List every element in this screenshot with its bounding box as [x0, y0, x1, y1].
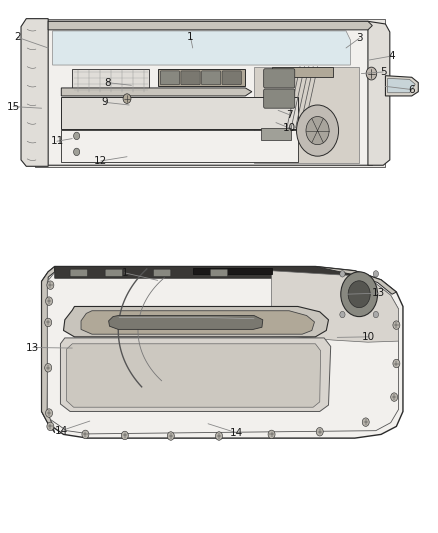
FancyBboxPatch shape: [201, 71, 221, 85]
Circle shape: [74, 132, 80, 140]
Polygon shape: [261, 128, 291, 140]
FancyBboxPatch shape: [210, 269, 228, 277]
Circle shape: [362, 418, 369, 426]
Circle shape: [46, 409, 53, 417]
Polygon shape: [368, 21, 390, 165]
FancyBboxPatch shape: [105, 269, 123, 277]
Polygon shape: [272, 67, 333, 77]
Text: 6: 6: [408, 85, 415, 94]
Text: 9: 9: [102, 98, 109, 107]
Circle shape: [82, 430, 89, 439]
Circle shape: [46, 297, 53, 305]
Polygon shape: [109, 316, 263, 329]
Polygon shape: [21, 19, 48, 166]
FancyBboxPatch shape: [181, 71, 200, 85]
FancyBboxPatch shape: [222, 71, 241, 85]
Circle shape: [373, 311, 378, 318]
Polygon shape: [53, 31, 350, 65]
Polygon shape: [61, 88, 252, 96]
Text: 15: 15: [7, 102, 20, 111]
Text: 8: 8: [104, 78, 111, 87]
FancyBboxPatch shape: [160, 71, 180, 85]
Text: 12: 12: [94, 156, 107, 166]
Polygon shape: [48, 21, 372, 30]
Text: 2: 2: [14, 33, 21, 42]
Circle shape: [348, 281, 370, 308]
Circle shape: [123, 94, 131, 103]
Polygon shape: [193, 268, 272, 274]
Circle shape: [268, 430, 275, 439]
Text: 14: 14: [230, 428, 243, 438]
Text: 10: 10: [283, 123, 296, 133]
Polygon shape: [55, 266, 353, 278]
Polygon shape: [35, 19, 385, 167]
Circle shape: [215, 432, 223, 440]
Text: 4: 4: [389, 51, 396, 61]
Polygon shape: [72, 69, 149, 93]
Circle shape: [316, 427, 323, 436]
Circle shape: [45, 318, 52, 327]
Polygon shape: [254, 67, 359, 163]
Polygon shape: [61, 97, 298, 129]
Circle shape: [393, 321, 400, 329]
Text: 3: 3: [356, 34, 363, 43]
Polygon shape: [388, 78, 415, 93]
Text: 13: 13: [26, 343, 39, 352]
Circle shape: [167, 432, 174, 440]
Circle shape: [340, 271, 345, 277]
FancyBboxPatch shape: [153, 269, 171, 277]
Polygon shape: [42, 266, 403, 438]
Circle shape: [340, 311, 345, 318]
Text: 1: 1: [121, 268, 128, 278]
Text: 11: 11: [50, 136, 64, 146]
Polygon shape: [61, 130, 298, 162]
Text: 10: 10: [361, 332, 374, 342]
Text: 14: 14: [55, 426, 68, 435]
Circle shape: [74, 148, 80, 156]
Text: 5: 5: [380, 67, 387, 77]
Polygon shape: [272, 271, 399, 342]
Polygon shape: [60, 338, 331, 411]
Circle shape: [341, 272, 378, 317]
Polygon shape: [158, 69, 245, 86]
Circle shape: [366, 67, 377, 80]
Polygon shape: [55, 266, 396, 294]
FancyBboxPatch shape: [264, 69, 295, 88]
Polygon shape: [385, 76, 418, 96]
Polygon shape: [64, 306, 328, 337]
Circle shape: [306, 117, 329, 144]
FancyBboxPatch shape: [70, 269, 88, 277]
FancyBboxPatch shape: [264, 89, 295, 108]
Circle shape: [297, 105, 339, 156]
Circle shape: [47, 281, 54, 289]
Text: 13: 13: [372, 288, 385, 298]
Polygon shape: [67, 344, 321, 407]
Text: 1: 1: [187, 33, 194, 42]
Polygon shape: [47, 271, 399, 434]
Circle shape: [393, 359, 400, 368]
Circle shape: [373, 271, 378, 277]
Text: 7: 7: [286, 110, 293, 119]
Polygon shape: [42, 266, 55, 433]
Circle shape: [47, 422, 54, 431]
Circle shape: [121, 431, 128, 440]
Circle shape: [391, 393, 398, 401]
Polygon shape: [37, 21, 377, 165]
Polygon shape: [81, 311, 314, 334]
Circle shape: [45, 364, 52, 372]
